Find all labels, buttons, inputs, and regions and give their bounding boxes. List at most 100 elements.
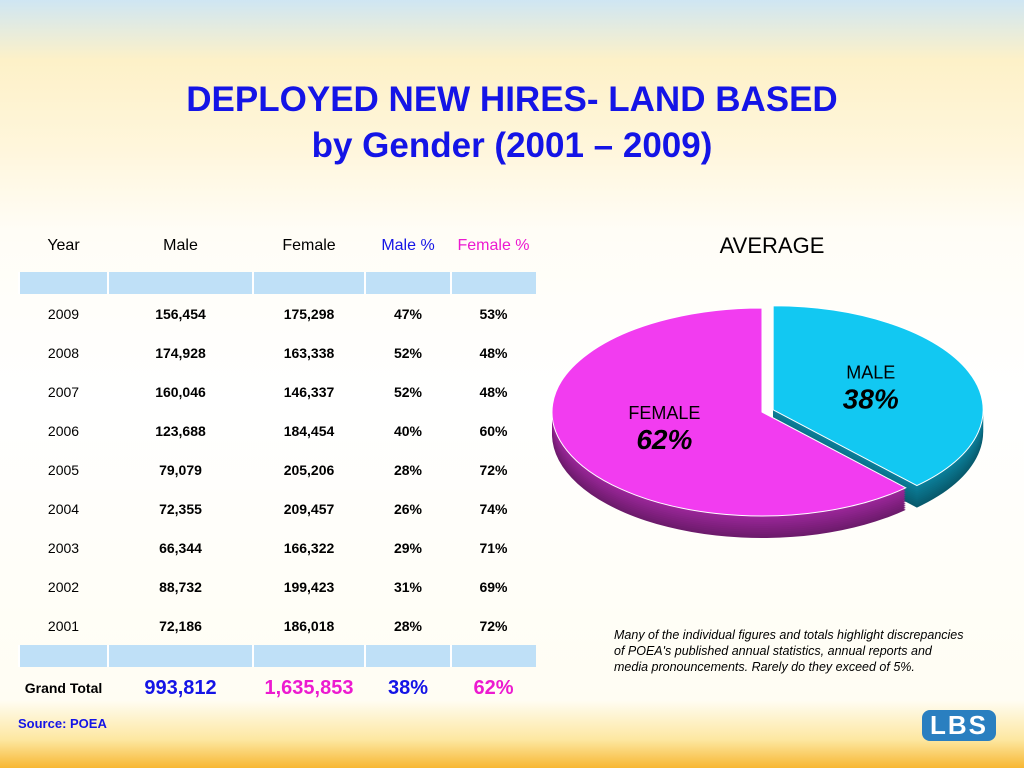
table-cell: 160,046 (155, 383, 206, 400)
table-cell: 184,454 (283, 422, 335, 439)
table-cell: 79,079 (159, 461, 202, 478)
slice-side (773, 307, 984, 488)
table-cell (364, 272, 451, 294)
table-row (18, 272, 536, 294)
table-cell: 31% (393, 578, 423, 595)
table-cell (450, 645, 536, 667)
table-cell: 26% (393, 500, 423, 517)
table-cell (450, 272, 536, 294)
slice-side (551, 316, 906, 524)
table-row (18, 645, 536, 667)
slice-side (551, 310, 906, 518)
table-cell: 163,338 (283, 344, 335, 361)
slice-side (773, 317, 984, 498)
slice-side (773, 313, 984, 494)
slice-value-label: 38% (843, 384, 899, 415)
table-row: 2008 174,928 163,338 52% 48% (19, 333, 536, 372)
table-cell: Male % (381, 237, 435, 254)
table-row: 2004 72,355 209,457 26% 74% (19, 489, 536, 528)
table-cell: Female (282, 237, 336, 254)
slice-side (551, 314, 906, 522)
table-cell: Year (47, 237, 80, 254)
table-cell: 174,928 (155, 344, 206, 361)
table-cell: 993,812 (144, 676, 217, 699)
slice-side (773, 321, 984, 502)
table-row: 2009 156,454 175,298 47% 53% (19, 294, 536, 333)
table-row: Grand Total 993,812 1,635,853 38% 62% (19, 667, 536, 709)
table-cell: 199,423 (283, 578, 335, 595)
table-cell: 175,298 (283, 305, 335, 322)
table-cell (364, 645, 451, 667)
table-cell: 146,337 (283, 383, 335, 400)
table-cell: 40% (393, 422, 423, 439)
table-cell: 60% (479, 422, 508, 439)
table-cell: 209,457 (283, 500, 335, 517)
table-cell: 2004 (47, 500, 80, 517)
table-cell: 2009 (47, 305, 80, 322)
data-table: Year Male Female Male % Female % 2009 156,454 1… (18, 220, 536, 709)
source: Source: POEA (18, 716, 107, 731)
slice-side (551, 330, 906, 538)
table-row: 2007 160,046 146,337 52% 48% (19, 372, 536, 411)
table-cell: 28% (393, 461, 423, 478)
table-cell: 2002 (47, 578, 80, 595)
table-row: Year Male Female Male % Female % (19, 220, 536, 272)
slice-side (552, 312, 906, 520)
table-cell: Grand Total (24, 680, 103, 696)
table-cell: 71% (479, 539, 508, 556)
slice-side (773, 327, 984, 508)
table-cell (18, 645, 108, 667)
table-cell: Male (163, 237, 198, 254)
table-cell (107, 645, 253, 667)
table-cell: 123,688 (155, 422, 206, 439)
pie-slice (551, 307, 907, 517)
table-cell (107, 272, 253, 294)
table-cell: 74% (479, 500, 508, 517)
table-cell: 2007 (47, 383, 80, 400)
table-cell: 48% (479, 344, 508, 361)
table-cell: 2008 (47, 344, 80, 361)
table-row: 2002 88,732 199,423 31% 69% (19, 567, 536, 606)
table-cell: 38% (387, 676, 429, 699)
table-cell: 47% (393, 305, 423, 322)
table-cell: 166,322 (283, 539, 335, 556)
slice-side (551, 322, 906, 530)
table-cell: 72,186 (159, 617, 202, 634)
slice-side (773, 311, 984, 492)
slice-side (551, 318, 906, 526)
slice-side (773, 319, 984, 500)
slice-side (551, 324, 906, 532)
slice-side (773, 325, 984, 506)
title-line: DEPLOYED NEW HIRES- LAND BASED (186, 80, 838, 119)
slice-side (551, 320, 906, 528)
table-cell: 88,732 (159, 578, 202, 595)
table-row: 2005 79,079 205,206 28% 72% (19, 450, 536, 489)
table-row: 2006 123,688 184,454 40% 60% (19, 411, 536, 450)
slice-value-label: 62% (636, 424, 692, 455)
table-cell: 66,344 (159, 539, 202, 556)
table-cell: 29% (393, 539, 423, 556)
table-cell (18, 272, 108, 294)
logo: LBS (922, 710, 996, 741)
slice-label: FEMALE (628, 403, 700, 423)
table-cell (252, 645, 365, 667)
slice-side (773, 323, 984, 504)
table-row: 2003 66,344 166,322 29% 71% (19, 528, 536, 567)
table-cell: 72,355 (159, 500, 202, 517)
table-cell: 2003 (47, 539, 80, 556)
table-cell: 72% (479, 461, 508, 478)
table-cell: 2006 (47, 422, 80, 439)
title-line: by Gender (2001 – 2009) (311, 126, 713, 165)
slice-side (773, 315, 984, 496)
table-cell: 186,018 (283, 617, 335, 634)
table-row: 2001 72,186 186,018 28% 72% (19, 606, 536, 645)
table-cell: 48% (479, 383, 508, 400)
table-cell (252, 272, 365, 294)
table-cell: 156,454 (155, 305, 206, 322)
slice-side (551, 328, 906, 536)
pie-slice (772, 305, 984, 487)
table-cell: 205,206 (283, 461, 335, 478)
pie-title: AVERAGE (720, 233, 825, 258)
table-cell: 62% (473, 676, 514, 699)
table-cell: 52% (393, 344, 423, 361)
